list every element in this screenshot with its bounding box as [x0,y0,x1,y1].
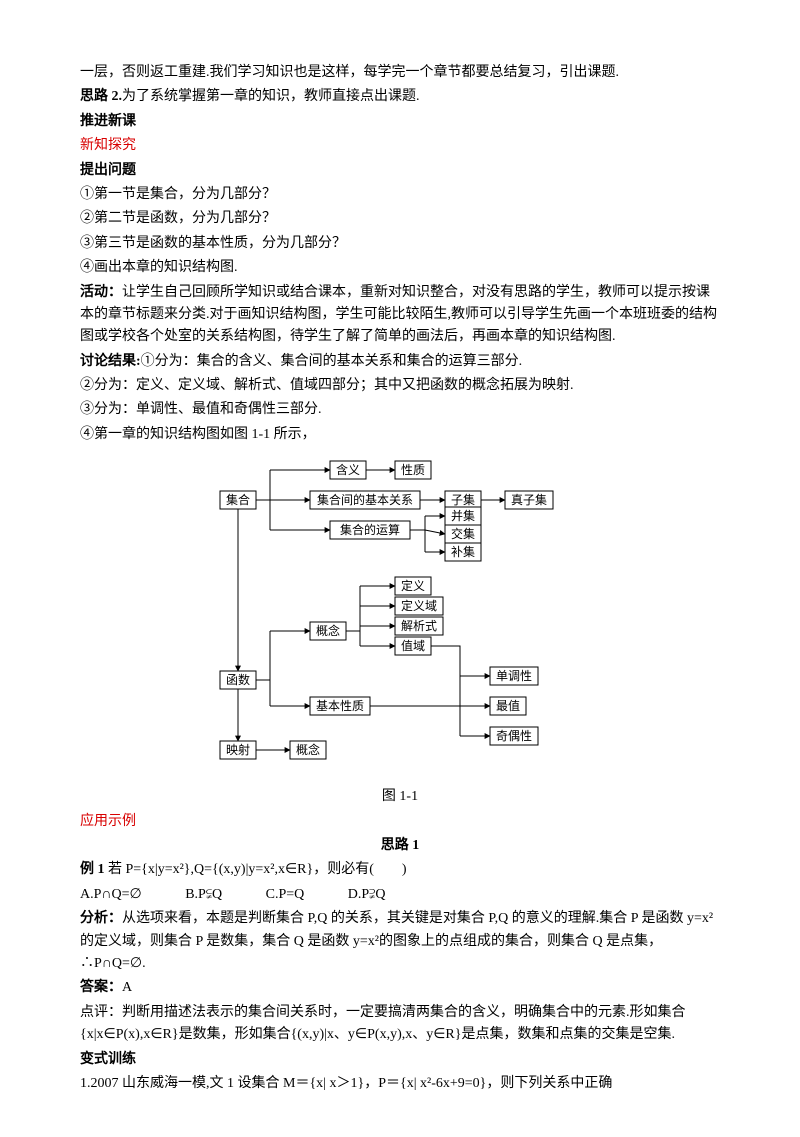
svg-text:概念: 概念 [316,623,340,638]
opt-b: B.P⫋Q [185,884,222,906]
svg-text:值域: 值域 [401,638,425,653]
svg-text:集合的运算: 集合的运算 [340,522,400,537]
opt-c: C.P=Q [266,884,305,906]
opt-a: A.P∩Q=∅ [80,884,142,906]
comment-label: 点评： [80,1005,122,1020]
q2: ②第二节是函数，分为几部分？ [80,208,720,230]
svg-text:集合: 集合 [226,492,250,507]
para-intro: 一层，否则返工重建.我们学习知识也是这样，每学完一个章节都要总结复习，引出课题. [80,62,720,84]
svg-text:基本性质: 基本性质 [316,699,364,713]
q1: ①第一节是集合，分为几部分？ [80,184,720,206]
svg-text:最值: 最值 [496,698,520,713]
svg-text:函数: 函数 [226,672,250,687]
svg-text:含义: 含义 [336,462,360,477]
example1-label: 例 1 [80,862,108,877]
heading-thought1: 思路 1 [80,835,720,857]
answer-text: A [122,980,132,995]
discussion-label: 讨论结果: [80,354,141,369]
options: A.P∩Q=∅ B.P⫋Q C.P=Q D.P⫌Q [80,884,720,906]
label-thought2: 思路 2. [80,89,122,104]
comment-text: 判断用描述法表示的集合间关系时，一定要搞清两集合的含义，明确集合中的元素.形如集… [80,1005,686,1042]
svg-text:单调性: 单调性 [496,669,532,683]
q4: ④画出本章的知识结构图. [80,257,720,279]
knowledge-diagram: 集合 含义 性质 集合间的基本关系 子集 真子集 集合的运算 并集 交集 补集 … [200,456,600,776]
heading-new-inquiry: 新知探究 [80,135,720,157]
svg-text:奇偶性: 奇偶性 [496,729,532,743]
heading-advance: 推进新课 [80,111,720,133]
para-thought2: 思路 2.为了系统掌握第一章的知识，教师直接点出课题. [80,86,720,108]
activity: 活动：让学生自己回顾所学知识或结合课本，重新对知识整合，对没有思路的学生，教师可… [80,282,720,349]
q3: ③第三节是函数的基本性质，分为几部分？ [80,233,720,255]
discussion-1: 讨论结果:①分为：集合的含义、集合间的基本关系和集合的运算三部分. [80,351,720,373]
svg-text:并集: 并集 [451,508,475,523]
answer-label: 答案： [80,980,122,995]
disc2: ②分为：定义、定义域、解析式、值域四部分；其中又把函数的概念拓展为映射. [80,375,720,397]
heading-questions: 提出问题 [80,160,720,182]
svg-text:解析式: 解析式 [401,619,437,633]
heading-variation: 变式训练 [80,1049,720,1071]
svg-text:映射: 映射 [226,742,250,757]
comment: 点评：判断用描述法表示的集合间关系时，一定要搞清两集合的含义，明确集合中的元素.… [80,1002,720,1047]
example1-text: 若 P={x|y=x²},Q={(x,y)|y=x²,x∈R}，则必有( ) [108,862,407,877]
svg-text:集合间的基本关系: 集合间的基本关系 [317,492,413,507]
svg-text:补集: 补集 [451,544,475,559]
analysis-label: 分析： [80,911,122,926]
text-thought2: 为了系统掌握第一章的知识，教师直接点出课题. [122,89,420,104]
disc4: ④第一章的知识结构图如图 1-1 所示， [80,424,720,446]
svg-text:性质: 性质 [401,463,425,477]
svg-text:定义域: 定义域 [401,598,437,613]
activity-text: 让学生自己回顾所学知识或结合课本，重新对知识整合，对没有思路的学生，教师可以提示… [80,285,717,345]
answer: 答案：A [80,977,720,999]
example1: 例 1 若 P={x|y=x²},Q={(x,y)|y=x²,x∈R}，则必有(… [80,859,720,881]
svg-text:定义: 定义 [401,578,425,593]
variation-1: 1.2007 山东威海一模,文 1 设集合 M＝{x| x＞1}，P＝{x| x… [80,1073,720,1095]
figure-caption: 图 1-1 [80,786,720,808]
opt-d: D.P⫌Q [348,884,386,906]
document-page: 一层，否则返工重建.我们学习知识也是这样，每学完一个章节都要总结复习，引出课题.… [0,0,800,1137]
svg-text:交集: 交集 [451,526,475,541]
analysis-text: 从选项来看，本题是判断集合 P,Q 的关系，其关键是对集合 P,Q 的意义的理解… [80,911,713,971]
activity-label: 活动： [80,285,122,300]
disc1-text: ①分为：集合的含义、集合间的基本关系和集合的运算三部分. [141,354,523,369]
analysis: 分析：从选项来看，本题是判断集合 P,Q 的关系，其关键是对集合 P,Q 的意义… [80,908,720,975]
disc3: ③分为：单调性、最值和奇偶性三部分. [80,399,720,421]
svg-text:子集: 子集 [451,492,475,507]
svg-text:真子集: 真子集 [511,492,547,507]
svg-text:概念: 概念 [296,742,320,757]
heading-examples: 应用示例 [80,811,720,833]
